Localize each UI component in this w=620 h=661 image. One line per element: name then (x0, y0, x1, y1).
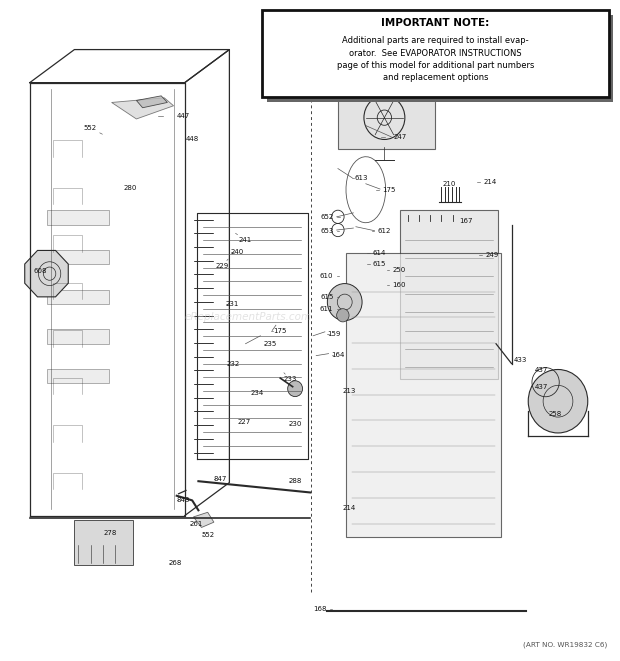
Text: 213: 213 (342, 387, 356, 394)
Text: IMPORTANT NOTE:: IMPORTANT NOTE: (381, 18, 490, 28)
Circle shape (337, 309, 349, 322)
Text: 843: 843 (176, 496, 190, 503)
Polygon shape (25, 251, 68, 297)
FancyBboxPatch shape (400, 210, 498, 379)
Text: 552: 552 (202, 532, 215, 539)
Text: 214: 214 (342, 504, 356, 511)
Text: 240: 240 (231, 249, 244, 255)
Text: 433: 433 (514, 357, 528, 364)
Text: 168: 168 (313, 606, 327, 613)
Text: 175: 175 (382, 187, 396, 194)
Bar (46, 369, 108, 383)
Circle shape (528, 369, 588, 433)
Text: 167: 167 (459, 217, 473, 224)
Text: 164: 164 (331, 352, 345, 358)
Text: 241: 241 (238, 237, 252, 243)
Text: 230: 230 (288, 421, 302, 428)
Bar (346, 253, 501, 537)
Text: 235: 235 (263, 341, 277, 348)
Text: 160: 160 (392, 282, 406, 288)
Text: 613: 613 (355, 175, 368, 182)
Text: 437: 437 (534, 383, 548, 390)
Text: 249: 249 (485, 252, 498, 258)
Text: 610: 610 (320, 272, 334, 279)
FancyBboxPatch shape (267, 15, 613, 102)
Text: 210: 210 (442, 180, 456, 187)
Text: 227: 227 (237, 418, 250, 425)
Text: 175: 175 (273, 328, 287, 334)
Text: 280: 280 (123, 185, 137, 192)
Text: (ART NO. WR19832 C6): (ART NO. WR19832 C6) (523, 641, 608, 648)
Text: 608: 608 (33, 268, 47, 274)
Text: 615: 615 (373, 261, 386, 268)
Bar (46, 290, 108, 304)
Text: 214: 214 (483, 179, 497, 186)
Text: 288: 288 (288, 477, 302, 484)
Polygon shape (136, 96, 167, 108)
Text: 247: 247 (393, 134, 407, 140)
Bar (46, 210, 108, 225)
Text: 652: 652 (321, 214, 334, 220)
Text: 261: 261 (189, 521, 203, 527)
Text: 612: 612 (378, 228, 391, 235)
Text: 233: 233 (283, 376, 297, 383)
Text: 229: 229 (215, 262, 229, 269)
Bar (46, 250, 108, 264)
Text: 234: 234 (250, 390, 264, 397)
Text: 437: 437 (534, 367, 548, 373)
Text: 552: 552 (83, 124, 97, 131)
Text: 611: 611 (320, 305, 334, 312)
Text: 653: 653 (320, 227, 334, 234)
Polygon shape (112, 98, 174, 119)
Text: 268: 268 (169, 559, 182, 566)
Bar (74, 520, 133, 565)
Bar (46, 329, 108, 344)
Text: 231: 231 (226, 301, 239, 307)
Text: 847: 847 (213, 475, 227, 482)
FancyBboxPatch shape (338, 89, 435, 149)
Text: Additional parts are required to install evap-
orator.  See EVAPORATOR INSTRUCTI: Additional parts are required to install… (337, 36, 534, 82)
Polygon shape (193, 512, 214, 527)
Text: 447: 447 (176, 112, 190, 119)
Text: 159: 159 (327, 330, 340, 337)
Text: eReplacementParts.com: eReplacementParts.com (184, 312, 312, 323)
Circle shape (288, 381, 303, 397)
Text: 448: 448 (185, 136, 199, 142)
Text: 614: 614 (373, 250, 386, 256)
Text: 250: 250 (392, 266, 406, 273)
Text: 258: 258 (549, 411, 562, 418)
FancyBboxPatch shape (262, 10, 609, 97)
Circle shape (327, 284, 362, 321)
Text: 232: 232 (226, 361, 240, 368)
Text: 278: 278 (104, 530, 117, 537)
Text: 615: 615 (320, 294, 334, 301)
